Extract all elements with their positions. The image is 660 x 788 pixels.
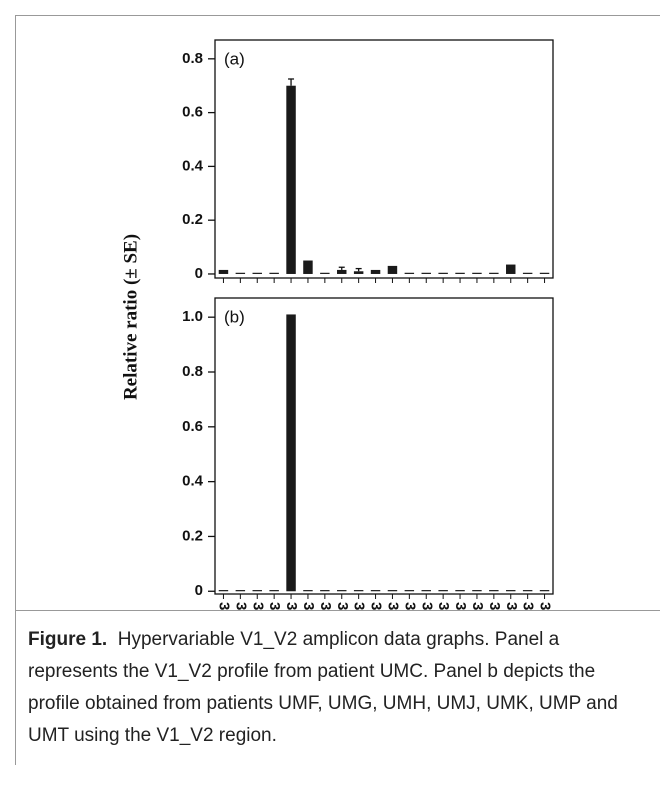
bar	[370, 590, 381, 592]
bar	[218, 269, 229, 274]
bar	[337, 269, 347, 274]
y-tick-label: 0.8	[182, 50, 203, 67]
x-tick-label: 353	[401, 602, 418, 610]
bar	[353, 590, 364, 592]
error-bar	[338, 266, 345, 270]
y-tick-label: 0.4	[182, 157, 204, 174]
figure-frame	[15, 15, 660, 765]
y-tick-label: 0.2	[182, 527, 203, 544]
error-bar	[288, 78, 295, 86]
bar	[506, 590, 516, 592]
y-tick-label: 1.0	[182, 308, 203, 325]
bar	[387, 590, 398, 592]
y-tick-label: 0	[195, 265, 203, 282]
x-tick-label: 358	[452, 602, 469, 610]
bar	[218, 590, 229, 592]
bar	[252, 590, 262, 592]
x-tick-label: 374	[537, 602, 554, 610]
bar	[421, 590, 431, 592]
bar	[252, 272, 262, 274]
y-tick-label: 0.6	[182, 418, 203, 435]
bar	[438, 590, 448, 592]
x-tick-label: 351	[368, 602, 385, 610]
bar	[421, 272, 431, 274]
bar	[269, 272, 279, 274]
bar	[438, 272, 448, 274]
x-tick-label: 367	[520, 602, 537, 610]
bar	[455, 272, 465, 274]
x-tick-label: 348	[317, 602, 334, 610]
x-tick-label: 359	[469, 602, 486, 610]
x-tick-label: 360	[486, 602, 503, 610]
bar	[404, 272, 415, 274]
bar	[286, 314, 296, 592]
bar	[353, 271, 364, 274]
bar	[303, 590, 313, 592]
caption-label: Figure 1.	[28, 629, 108, 650]
chart: 0 0.2 0.4 0.6 0.8 (a) 0 0.2 0.4 0.6 0.8 1.0 (b) 33533…	[120, 39, 554, 610]
bar	[320, 590, 330, 592]
bar	[472, 272, 482, 274]
caption-text: Hypervariable V1_V2 amplicon data graphs…	[28, 629, 618, 746]
y-tick-label: 0.8	[182, 363, 203, 380]
x-tick-label: 335	[215, 602, 232, 610]
plot-frame	[214, 39, 554, 279]
bar	[489, 272, 499, 274]
x-tick-label: 356	[418, 602, 435, 610]
bar	[506, 264, 516, 274]
x-tick-label: 365	[503, 602, 520, 610]
bar	[539, 590, 550, 592]
plot-frame	[214, 297, 554, 595]
bar	[539, 272, 550, 274]
bar	[522, 590, 533, 592]
bar	[320, 272, 330, 274]
y-tick-label: 0.2	[182, 211, 203, 228]
bar	[337, 590, 347, 592]
bar	[286, 85, 296, 274]
panel-label: (a)	[224, 49, 245, 68]
x-tick-label: 340	[249, 602, 266, 610]
caption-separator	[15, 610, 660, 611]
bar	[472, 590, 482, 592]
bar	[387, 265, 398, 274]
y-tick-label: 0.6	[182, 104, 203, 121]
bar	[489, 590, 499, 592]
bar	[455, 590, 465, 592]
x-tick-label: 349	[334, 602, 351, 610]
caption: Figure 1. Hypervariable V1_V2 amplicon d…	[28, 624, 648, 752]
bar	[303, 260, 313, 274]
bar	[235, 272, 246, 274]
panel-label: (b)	[224, 307, 245, 326]
bar	[370, 269, 381, 274]
x-tick-label: 352	[384, 602, 401, 610]
x-tick-label: 357	[435, 602, 452, 610]
x-tick-label: 342	[283, 602, 300, 610]
bar	[522, 272, 533, 274]
y-axis-label: Relative ratio (± SE)	[120, 234, 141, 400]
bar	[235, 590, 246, 592]
bar	[404, 590, 415, 592]
error-bar	[355, 267, 362, 272]
x-tick-label: 339	[232, 602, 249, 610]
y-tick-label: 0.4	[182, 473, 204, 490]
bar	[269, 590, 279, 592]
x-tick-label: 341	[266, 602, 283, 610]
x-tick-label: 350	[351, 602, 368, 610]
y-tick-label: 0	[195, 582, 203, 599]
x-tick-label: 347	[300, 602, 317, 610]
